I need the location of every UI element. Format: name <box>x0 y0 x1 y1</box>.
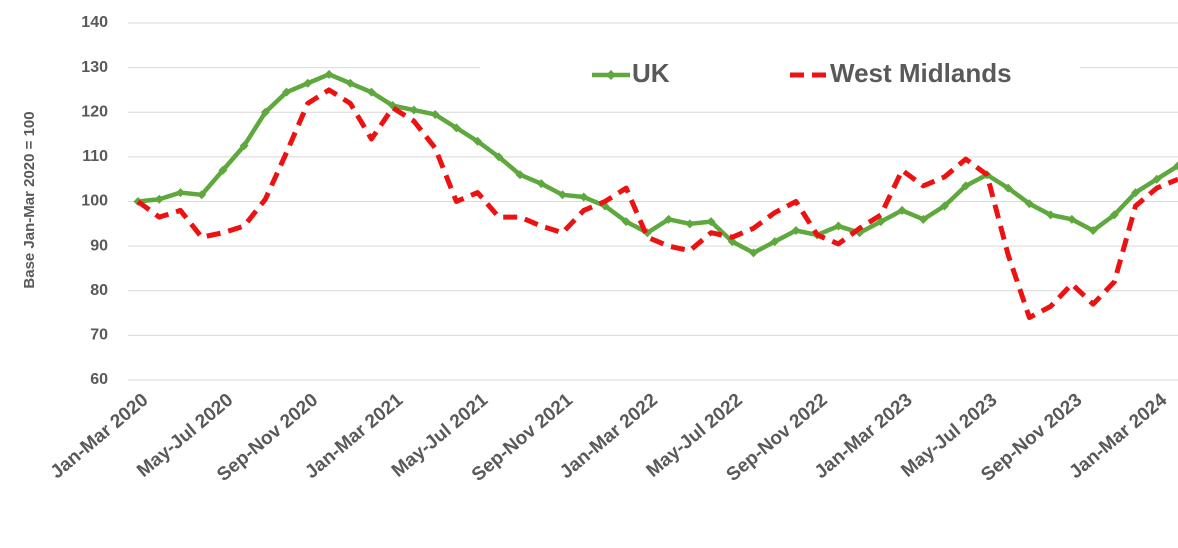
legend-label: UK <box>632 58 670 88</box>
marker <box>749 248 759 258</box>
y-tick-label: 120 <box>81 103 108 120</box>
marker <box>1003 183 1013 193</box>
marker <box>1046 210 1056 220</box>
marker <box>876 217 886 227</box>
line-west-midlands <box>136 87 1178 321</box>
marker <box>303 78 313 88</box>
y-tick-label: 60 <box>90 371 108 388</box>
marker <box>1152 174 1162 184</box>
marker <box>940 201 950 211</box>
marker <box>260 107 270 117</box>
marker <box>154 194 164 204</box>
marker <box>1088 226 1098 236</box>
marker <box>621 217 631 227</box>
legend-background <box>480 50 1080 100</box>
y-axis-label: Base Jan-Mar 2020 = 100 <box>21 111 38 288</box>
y-tick-label: 80 <box>90 282 108 299</box>
marker <box>536 179 546 189</box>
marker <box>473 136 483 146</box>
marker <box>1024 199 1034 209</box>
marker <box>451 123 461 133</box>
marker <box>685 219 695 229</box>
marker <box>218 165 228 175</box>
legend-label: West Midlands <box>830 58 1012 88</box>
marker <box>175 188 185 198</box>
marker <box>897 205 907 215</box>
marker <box>706 217 716 227</box>
marker <box>366 87 376 97</box>
marker <box>324 69 334 79</box>
marker <box>345 78 355 88</box>
marker <box>430 109 440 119</box>
marker <box>664 214 674 224</box>
marker <box>494 152 504 162</box>
y-tick-label: 100 <box>81 193 108 210</box>
legend-marker <box>606 70 616 80</box>
marker <box>1109 210 1119 220</box>
marker <box>282 87 292 97</box>
marker <box>515 170 525 180</box>
marker <box>961 181 971 191</box>
y-tick-label: 90 <box>90 237 108 254</box>
marker <box>1067 214 1077 224</box>
marker <box>791 226 801 236</box>
marker <box>833 221 843 231</box>
y-tick-label: 110 <box>82 148 108 165</box>
marker <box>197 190 207 200</box>
marker <box>770 237 780 247</box>
marker <box>239 141 249 151</box>
y-tick-label: 130 <box>81 59 108 76</box>
marker <box>579 192 589 202</box>
y-tick-label: 70 <box>90 327 108 344</box>
marker <box>557 190 567 200</box>
marker <box>727 237 737 247</box>
marker <box>918 214 928 224</box>
marker <box>1131 188 1141 198</box>
y-tick-label: 140 <box>81 14 108 31</box>
marker <box>409 105 419 115</box>
marker <box>1173 161 1178 171</box>
line-uk <box>137 72 1178 256</box>
